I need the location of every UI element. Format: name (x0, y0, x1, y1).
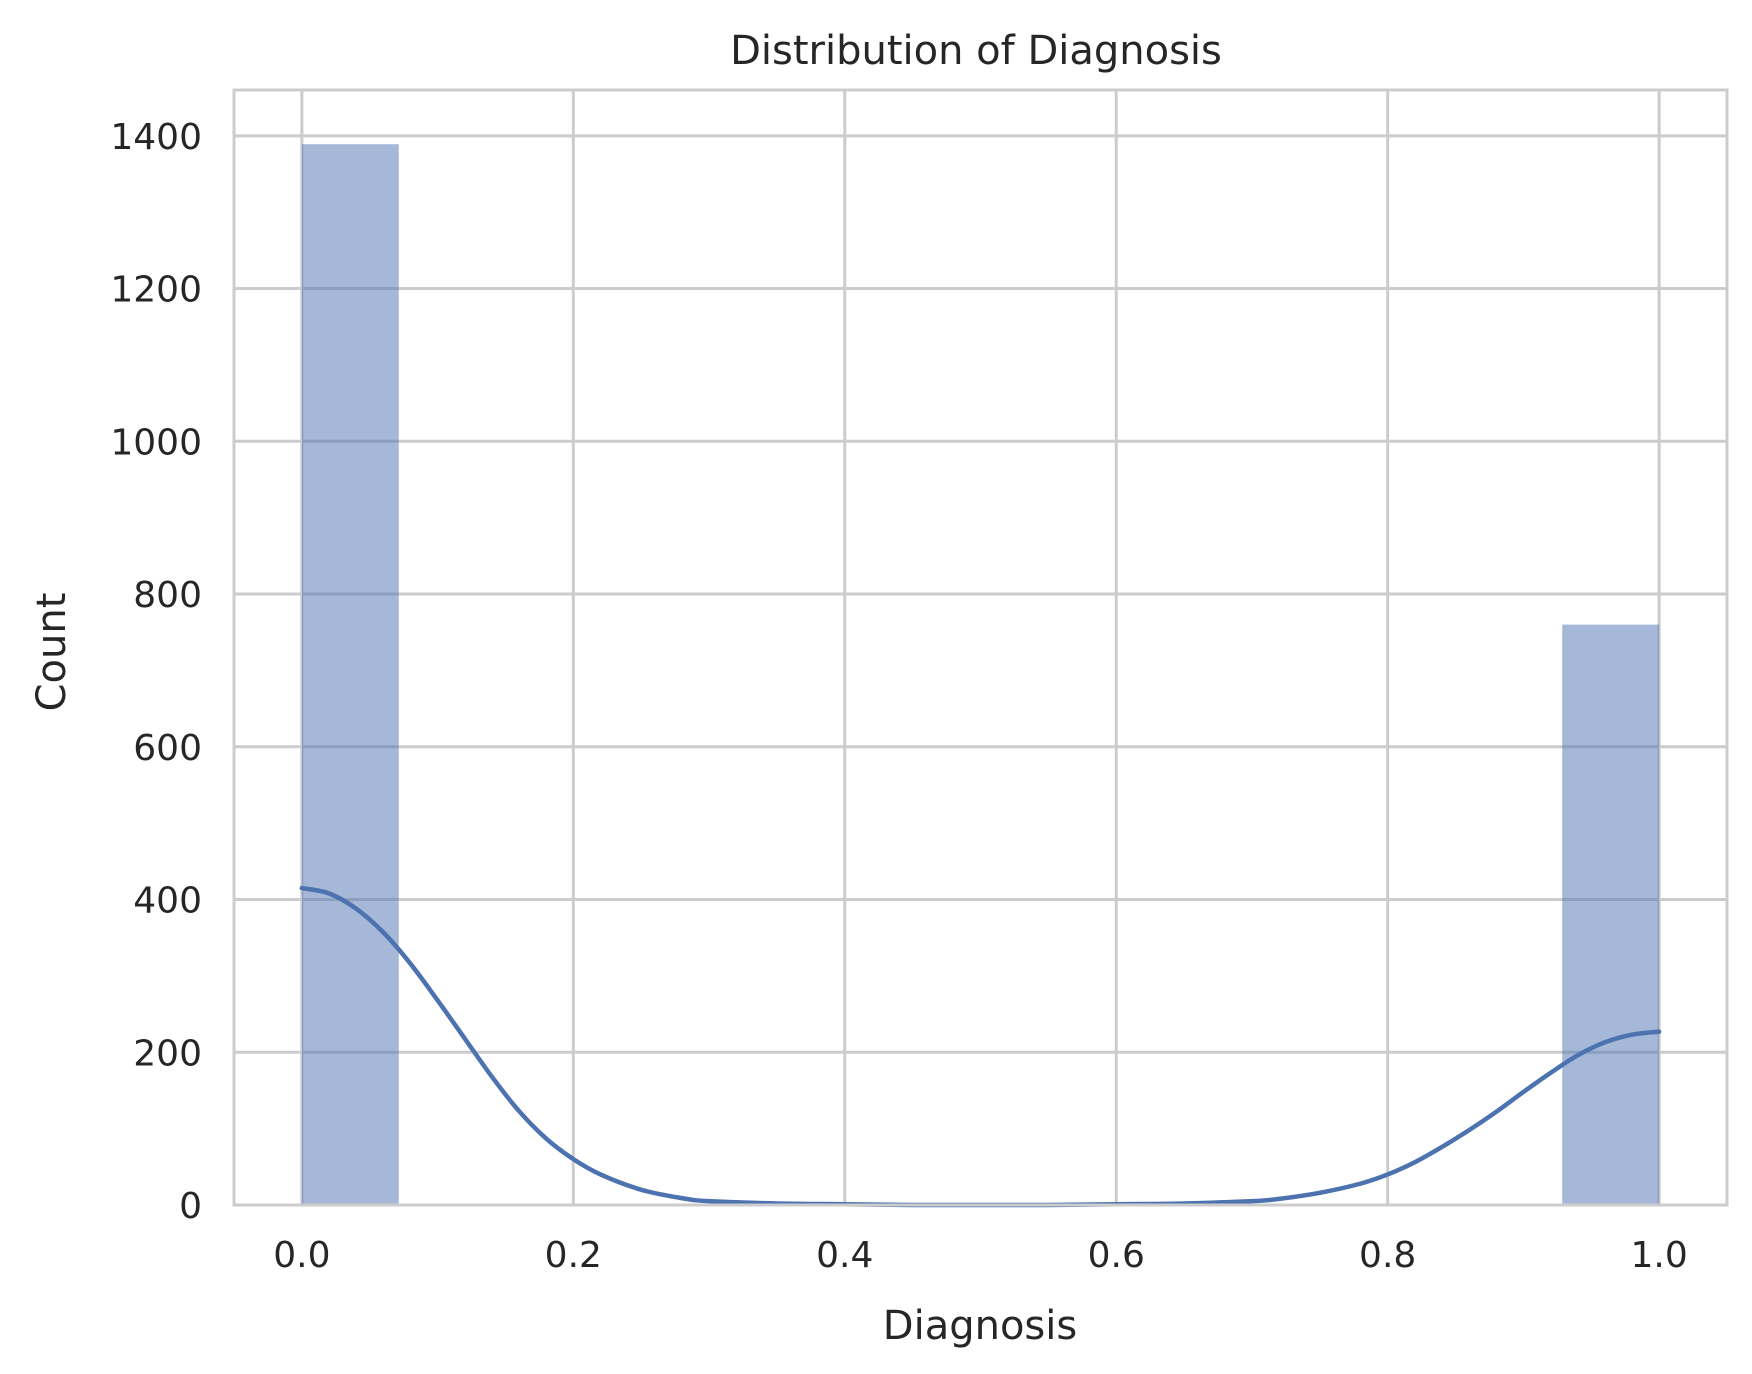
y-tick-label: 200 (133, 1033, 202, 1074)
x-tick-labels: 0.0 0.2 0.4 0.6 0.8 1.0 (273, 1235, 1688, 1276)
x-tick-label: 0.2 (545, 1235, 602, 1276)
x-tick-label: 0.6 (1088, 1235, 1145, 1276)
chart-title: Distribution of Diagnosis (730, 28, 1222, 74)
x-tick-label: 0.0 (273, 1235, 330, 1276)
x-tick-label: 1.0 (1631, 1235, 1688, 1276)
histogram-bar-1 (1562, 624, 1660, 1205)
y-tick-label: 1200 (110, 270, 202, 311)
x-axis-label: Diagnosis (883, 1303, 1077, 1349)
y-tick-label: 400 (133, 881, 202, 922)
y-tick-label: 0 (179, 1186, 202, 1227)
histogram-bars (301, 144, 1660, 1205)
kde-curve-group (299, 885, 1662, 1208)
y-axis-label: Count (29, 593, 75, 712)
x-tick-label: 0.4 (816, 1235, 873, 1276)
histogram-bar-0 (301, 144, 399, 1205)
grid-lines (234, 90, 1727, 1207)
x-tick-label: 0.8 (1359, 1235, 1416, 1276)
y-tick-label: 1000 (110, 422, 202, 463)
plot-frame (232, 88, 1729, 1207)
y-tick-labels: 0 200 400 600 800 1000 1200 1400 (110, 117, 202, 1227)
y-tick-label: 600 (133, 728, 202, 769)
y-tick-label: 1400 (110, 117, 202, 158)
kde-curve (299, 885, 1662, 1208)
y-tick-label: 800 (133, 575, 202, 616)
